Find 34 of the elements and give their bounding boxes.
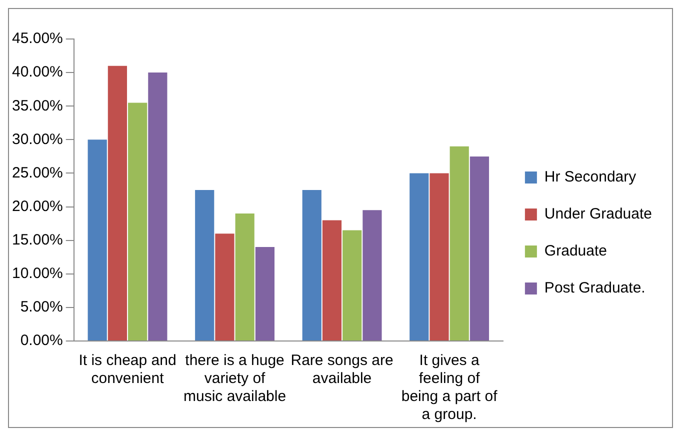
legend-label: Hr Secondary [544,168,637,186]
bar [128,102,148,340]
bar [362,210,382,340]
bar [235,213,254,340]
y-tick-label: 10.00% [12,265,63,282]
y-tick-label: 20.00% [12,198,63,215]
legend-label: Under Graduate [544,206,652,223]
legend-label: Graduate [544,242,607,260]
x-tick-label: Rare songs are available [290,352,394,388]
y-tick-label: 40.00% [12,64,63,81]
y-tick-label: 35.00% [12,97,63,114]
bar [342,230,362,340]
bar [302,190,322,340]
bar [450,146,469,340]
bar [215,234,234,340]
bar [148,72,168,340]
y-tick-label: 0.00% [20,332,63,350]
bar [195,190,214,340]
bar [255,247,274,340]
x-tick-label: It gives a feeling of being a part of a group. [401,352,498,424]
x-tick-label: there is a huge variety of music available [184,352,286,406]
bar [88,140,107,340]
bar [108,66,128,340]
y-tick-label: 45.00% [12,30,63,48]
bar [430,173,449,340]
y-tick-label: 5.00% [20,298,63,316]
bar [322,220,342,340]
y-tick-label: 15.00% [12,231,63,248]
y-tick-label: 30.00% [12,130,63,148]
y-tick-label: 25.00% [12,164,63,182]
x-tick-label: It is cheap and convenient [78,352,176,388]
bar [470,156,490,340]
bar [410,173,429,340]
legend-label: Post Graduate. [544,280,646,297]
